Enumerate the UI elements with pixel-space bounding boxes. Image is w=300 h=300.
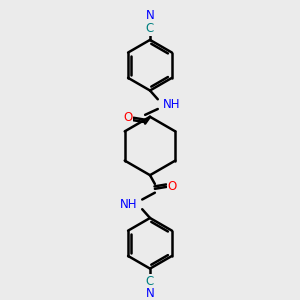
Text: O: O — [123, 111, 132, 124]
Text: NH: NH — [120, 198, 137, 211]
Text: O: O — [168, 180, 177, 194]
Text: N: N — [146, 287, 154, 300]
Text: C: C — [146, 275, 154, 288]
Text: NH: NH — [163, 98, 180, 111]
Text: N: N — [146, 9, 154, 22]
Text: C: C — [146, 22, 154, 35]
